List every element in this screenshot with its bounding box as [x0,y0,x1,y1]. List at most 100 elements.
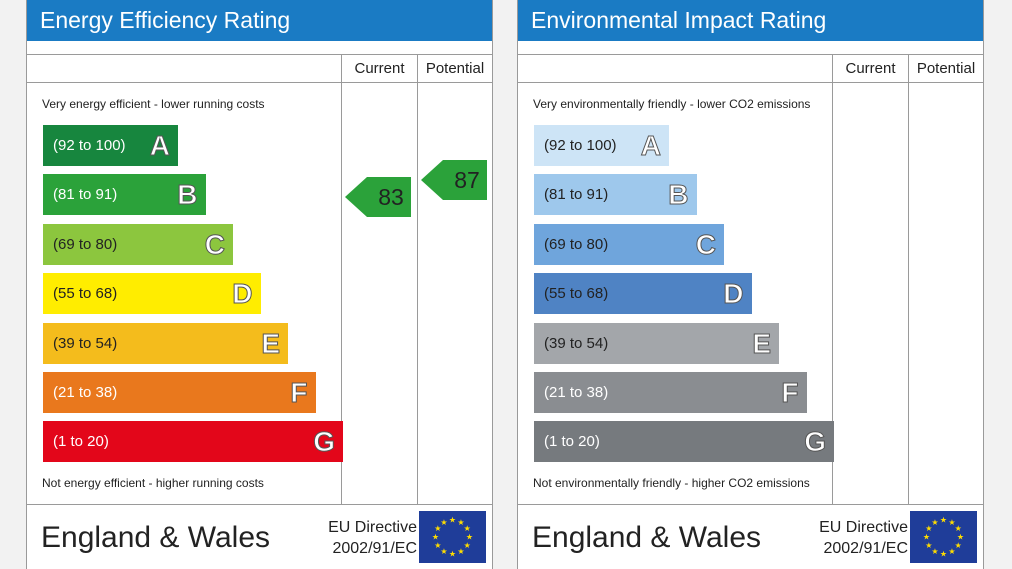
top-note: Very energy efficient - lower running co… [42,97,265,111]
flag-star: ★ [925,524,932,533]
rating-band-a: (92 to 100) A [534,125,669,166]
flag-background [419,511,486,563]
divider [518,82,983,83]
current-rating-arrow: 83 [345,176,411,217]
divider [27,54,492,55]
bottom-note: Not environmentally friendly - higher CO… [533,476,810,490]
region-label: England & Wales [41,521,271,554]
divider [27,504,492,505]
rating-band-d: (55 to 68) D [43,273,261,315]
rating-value: 87 [454,167,480,193]
divider [27,82,492,83]
eu-directive-line2: 2002/91/EC [823,540,908,557]
band-range: (81 to 91) [544,186,609,204]
flag-star: ★ [931,518,938,527]
band-letter: C [204,228,225,260]
band-range: (55 to 68) [53,285,118,303]
divider [518,504,983,505]
flag-star: ★ [440,547,447,556]
band-letter: A [149,130,170,162]
flag-star: ★ [955,541,962,550]
band-range: (69 to 80) [544,235,609,253]
band-range: (1 to 20) [53,433,109,451]
flag-star: ★ [449,550,456,559]
flag-star: ★ [464,541,471,550]
column-divider [908,54,909,504]
column-divider [832,54,833,504]
band-range: (69 to 80) [53,235,118,253]
band-letter: F [781,377,799,409]
band-range: (1 to 20) [544,433,600,451]
band-range: (39 to 54) [53,334,118,352]
flag-star: ★ [931,547,938,556]
band-letter: G [313,426,336,458]
band-range: (21 to 38) [544,384,609,401]
rating-band-e: (39 to 54) E [43,322,288,364]
rating-band-e: (39 to 54) E [534,322,779,364]
rating-arrow-shape [421,160,487,201]
band-letter: B [668,179,689,211]
flag-star: ★ [457,518,464,527]
column-header-current: Current [354,60,405,77]
column-header-potential: Potential [425,60,485,77]
flag-star: ★ [466,533,473,542]
rating-band-c: (69 to 80) C [43,223,233,265]
column-divider [341,54,342,504]
band-letter: E [752,327,772,359]
column-divider [417,54,418,504]
flag-star: ★ [464,524,471,533]
band-letter: C [695,228,716,260]
band-range: (92 to 100) [544,137,617,154]
band-range: (92 to 100) [53,137,126,154]
flag-star: ★ [940,516,947,525]
band-range: (39 to 54) [544,334,609,352]
flag-star: ★ [948,547,955,556]
flag-star: ★ [440,518,447,527]
rating-arrow-shape [345,176,411,217]
energy-efficiency-panel: Energy Efficiency Rating Current Potenti… [26,0,493,569]
band-range: (21 to 38) [53,384,118,401]
band-letter: E [261,327,281,359]
flag-star: ★ [434,541,441,550]
rating-band-a: (92 to 100) A [43,125,178,166]
rating-band-f: (21 to 38) F [43,372,316,413]
band-letter: D [723,278,744,310]
column-header-current: Current [845,60,896,77]
rating-band-g: (1 to 20) G [534,421,834,463]
eu-directive-line1: EU Directive [328,519,417,536]
eu-flag-icon: ★ ★ ★ ★ ★ ★ ★ ★ ★ ★ ★ ★ [419,511,486,563]
band-range: (81 to 91) [53,186,118,204]
eu-directive: EU Directive 2002/91/EC [328,517,417,559]
flag-star: ★ [955,524,962,533]
eu-directive-line1: EU Directive [819,519,908,536]
panel-title: Energy Efficiency Rating [27,0,492,41]
band-letter: D [232,278,253,310]
eu-directive: EU Directive 2002/91/EC [819,517,908,559]
region-label: England & Wales [532,521,762,554]
rating-value: 83 [378,184,404,210]
bottom-note: Not energy efficient - higher running co… [42,476,264,490]
environmental-impact-panel: Environmental Impact Rating Current Pote… [517,0,984,569]
rating-band-g: (1 to 20) G [43,421,343,463]
band-range: (55 to 68) [544,285,609,303]
flag-star: ★ [923,533,930,542]
flag-star: ★ [457,547,464,556]
flag-star: ★ [948,518,955,527]
column-header-potential: Potential [916,60,976,77]
top-note: Very environmentally friendly - lower CO… [533,97,811,111]
eu-flag-icon: ★ ★ ★ ★ ★ ★ ★ ★ ★ ★ ★ ★ [910,511,977,563]
panel-title: Environmental Impact Rating [518,0,983,41]
flag-background [910,511,977,563]
eu-directive-line2: 2002/91/EC [332,540,417,557]
band-letter: B [177,179,198,211]
rating-band-b: (81 to 91) B [534,174,697,216]
flag-star: ★ [957,533,964,542]
band-letter: F [290,377,308,409]
flag-star: ★ [432,533,439,542]
rating-band-c: (69 to 80) C [534,223,724,265]
flag-star: ★ [940,550,947,559]
band-letter: G [804,426,827,458]
rating-band-d: (55 to 68) D [534,273,752,315]
flag-star: ★ [925,541,932,550]
potential-rating-arrow: 87 [421,160,487,201]
